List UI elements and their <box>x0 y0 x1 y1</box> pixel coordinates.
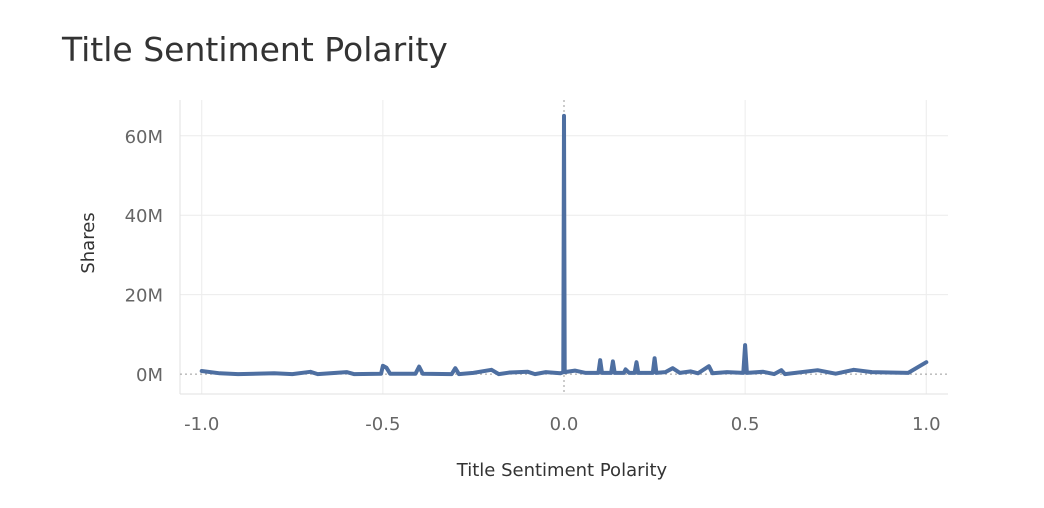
series-line <box>199 113 929 377</box>
x-tick-label: 0.0 <box>550 414 579 435</box>
x-tick-label: 0.5 <box>731 414 760 435</box>
y-tick-label: 20M <box>125 286 163 307</box>
x-axis-label: Title Sentiment Polarity <box>456 460 668 481</box>
y-tick-label: 40M <box>125 206 163 227</box>
y-tick-label: 0M <box>136 365 163 386</box>
x-tick-label: 1.0 <box>912 414 941 435</box>
y-axis-label: Shares <box>78 212 99 273</box>
y-tick-label: 60M <box>125 127 163 148</box>
tick-labels: -1.0 -0.5 0.0 0.5 1.0 0M 20M 40M 60M <box>125 127 941 435</box>
x-tick-label: -1.0 <box>184 414 219 435</box>
series-layer <box>199 113 929 377</box>
x-tick-label: -0.5 <box>365 414 400 435</box>
chart-title: Title Sentiment Polarity <box>62 30 448 69</box>
